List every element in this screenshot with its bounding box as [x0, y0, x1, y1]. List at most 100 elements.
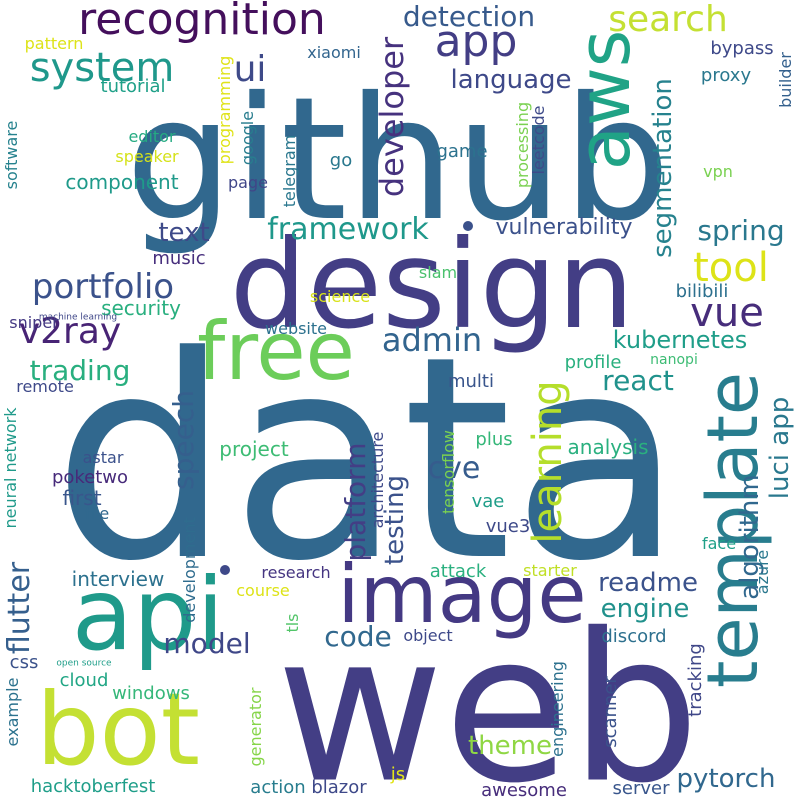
word-css: css [9, 652, 39, 673]
word-first: first [62, 486, 102, 510]
word-xiaomi: xiaomi [307, 43, 361, 62]
word-model: model [163, 627, 251, 660]
word-action: action [250, 777, 306, 798]
word-telegram: telegram [280, 134, 299, 208]
word-project: project [219, 437, 289, 461]
word-readme: readme [598, 568, 698, 598]
word-image: image [337, 548, 587, 641]
word-object: object [403, 626, 453, 645]
word-admin: admin [381, 321, 483, 359]
word-ui: ui [233, 49, 267, 90]
word-code: code [324, 620, 392, 653]
word-software: software [2, 120, 21, 190]
word-research: research [261, 563, 331, 582]
word-attack: attack [429, 561, 487, 582]
word-cve: cve [427, 451, 481, 486]
word-generator: generator [246, 687, 265, 767]
word-v2ray: v2ray [18, 311, 122, 352]
word-portfolio: portfolio [31, 267, 175, 307]
word-bilibili: bilibili [675, 281, 729, 302]
word-page: page [228, 173, 268, 192]
word-vae: vae [471, 491, 505, 512]
word-pattern: pattern [24, 34, 84, 53]
word-tls: tls [283, 613, 302, 633]
word-slam: slam [418, 263, 458, 282]
word-astar: astar [82, 448, 124, 467]
word-leetcode: leetcode [529, 105, 548, 175]
word-machine-learning: machine learning [38, 312, 118, 323]
word-text: text [158, 218, 210, 248]
word-file: file [84, 504, 110, 523]
word-theme: theme [468, 731, 552, 761]
dot-mark [463, 221, 473, 231]
word-google: google [238, 110, 257, 166]
word-vulnerability: vulnerability [495, 215, 633, 240]
word-example: example [3, 677, 22, 747]
word-vue3: vue3 [485, 516, 531, 537]
word-architecture: architecture [368, 431, 387, 529]
word-analysis: analysis [567, 435, 649, 459]
word-science: science [309, 287, 371, 306]
word-profile: profile [564, 352, 622, 373]
word-luci-app: luci app [765, 396, 795, 500]
word-starter: starter [523, 561, 577, 580]
word-scanner: scanner [600, 676, 621, 748]
word-speech: speech [167, 390, 200, 490]
word-flutter: flutter [2, 561, 37, 655]
word-cloud: cloud [59, 670, 109, 691]
word-bypass: bypass [710, 38, 774, 59]
word-segmentation: segmentation [648, 78, 678, 258]
word-spring: spring [697, 214, 785, 247]
word-game: game [436, 141, 488, 162]
word-engine: engine [600, 594, 690, 624]
word-platform: platform [339, 442, 372, 562]
word-development: development [180, 517, 199, 623]
word-bot: bot [36, 671, 200, 788]
word-proxy: proxy [700, 65, 752, 86]
word-data: data [52, 297, 684, 623]
word-plus: plus [475, 429, 513, 450]
word-detection: detection [402, 0, 536, 33]
word-vpn: vpn [703, 162, 733, 181]
word-azure: azure [753, 549, 772, 595]
word-developer: developer [373, 36, 411, 198]
word-tutorial: tutorial [100, 76, 166, 97]
word-tool: tool [693, 245, 769, 291]
word-github: github [125, 61, 671, 259]
word-free: free [197, 305, 355, 398]
word-windows: windows [112, 683, 190, 704]
word-builder: builder [776, 52, 795, 108]
word-app: app [434, 16, 518, 67]
word-neural-network: neural network [1, 407, 20, 529]
word-editor: editor [128, 127, 176, 146]
word-speaker: speaker [115, 147, 179, 166]
word-tensorflow: tensorflow [439, 430, 458, 514]
word-tracking: tracking [685, 643, 706, 717]
word-system: system [29, 45, 175, 91]
word-music: music [152, 248, 206, 269]
word-nanopi: nanopi [650, 352, 698, 368]
word-sniper: sniper [9, 313, 59, 332]
word-design: design [229, 214, 635, 356]
word-aws: aws [562, 29, 646, 171]
word-poketwo: poketwo [51, 467, 129, 488]
word-recognition: recognition [78, 0, 326, 45]
word-processing: processing [513, 101, 532, 189]
word-face: face [701, 534, 737, 553]
word-js: js [390, 764, 406, 785]
word-programming: programming [215, 55, 234, 165]
word-security: security [101, 296, 181, 320]
word-discord: discord [601, 626, 667, 647]
word-learning: learning [525, 380, 571, 544]
word-interview: interview [71, 567, 165, 591]
word-awesome: awesome [481, 780, 567, 800]
word-course: course [236, 581, 290, 600]
word-trading: trading [29, 354, 131, 387]
word-go: go [329, 150, 353, 171]
word-api: api [71, 556, 225, 673]
word-engineering: engineering [548, 661, 567, 757]
word-framework: framework [267, 212, 429, 247]
word-pytorch: pytorch [676, 764, 776, 794]
word-search: search [608, 0, 728, 40]
dot-mark [220, 565, 230, 575]
